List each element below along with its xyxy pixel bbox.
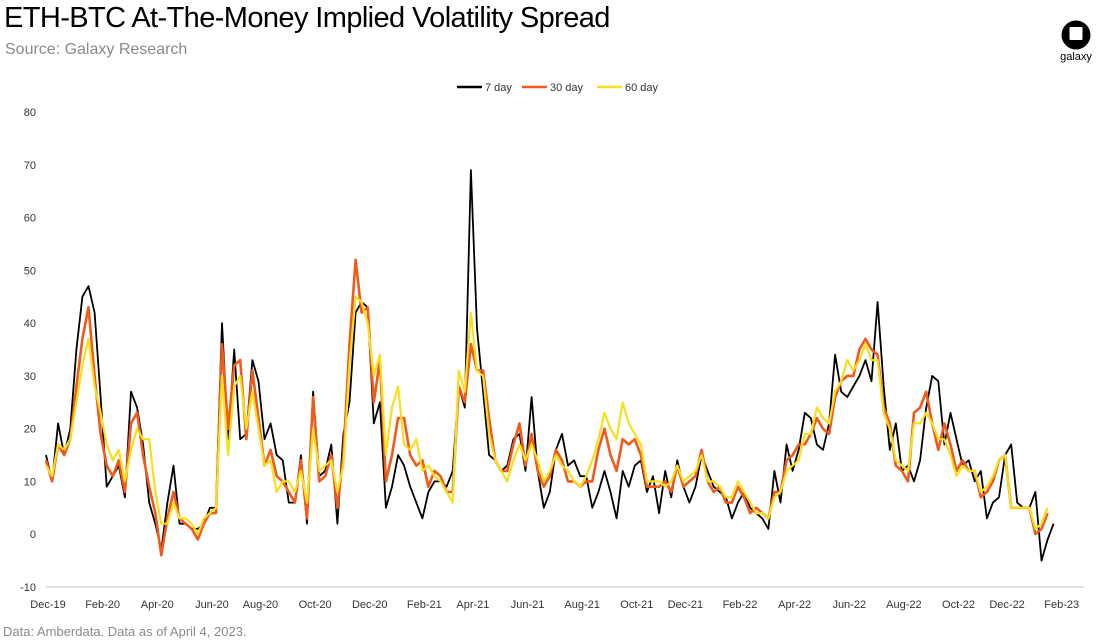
y-tick-label: 10 <box>24 476 36 488</box>
y-tick-label: 0 <box>30 529 36 541</box>
x-tick-label: Dec-19 <box>30 599 65 611</box>
x-tick-label: Jun-21 <box>511 599 545 611</box>
legend-label-30-day: 30 day <box>550 82 584 94</box>
chart-title: ETH-BTC At-The-Money Implied Volatility … <box>4 2 610 34</box>
chart-footnote: Data: Amberdata. Data as of April 4, 202… <box>3 624 247 639</box>
x-tick-label: Dec-21 <box>668 599 703 611</box>
x-tick-label: Feb-20 <box>85 599 120 611</box>
x-tick-label: Oct-22 <box>942 599 975 611</box>
x-tick-label: Aug-22 <box>886 599 921 611</box>
x-tick-label: Dec-20 <box>352 599 387 611</box>
x-tick-label: Oct-20 <box>299 599 332 611</box>
x-tick-label: Feb-23 <box>1044 599 1079 611</box>
x-tick-label: Oct-21 <box>620 599 653 611</box>
galaxy-logo-icon <box>1061 20 1091 50</box>
x-tick-label: Apr-22 <box>778 599 811 611</box>
chart-source: Source: Galaxy Research <box>5 41 188 58</box>
x-tick-label: Aug-20 <box>243 599 278 611</box>
x-tick-label: Jun-22 <box>832 599 866 611</box>
y-tick-label: -10 <box>20 582 36 594</box>
legend-label-60-day: 60 day <box>625 82 659 94</box>
x-tick-label: Apr-20 <box>141 599 174 611</box>
x-tick-label: Feb-22 <box>723 599 758 611</box>
x-tick-label: Jun-20 <box>195 599 229 611</box>
series-line-30-day <box>44 258 1049 557</box>
y-tick-label: 70 <box>24 160 36 172</box>
y-tick-label: 20 <box>24 424 36 436</box>
y-tick-label: 30 <box>24 371 36 383</box>
x-tick-label: Apr-21 <box>456 599 489 611</box>
x-tick-label: Feb-21 <box>407 599 442 611</box>
series-line-7-day <box>45 169 1055 562</box>
x-tick-label: Dec-22 <box>989 599 1024 611</box>
chart-plot: -10 0 10 20 30 40 50 60 70 80 Dec-19 Feb-20 Apr-20 Ju… <box>20 82 1084 611</box>
y-tick-label: 60 <box>24 213 36 225</box>
y-tick-label: 40 <box>24 318 36 330</box>
galaxy-logo: galaxy <box>1058 20 1094 63</box>
y-tick-label: 50 <box>24 265 36 277</box>
logo-text: galaxy <box>1060 51 1092 63</box>
series-line-60-day <box>45 295 1049 536</box>
x-tick-label: Aug-21 <box>564 599 599 611</box>
legend-label-7-day: 7 day <box>485 82 512 94</box>
y-tick-label: 80 <box>24 107 36 119</box>
